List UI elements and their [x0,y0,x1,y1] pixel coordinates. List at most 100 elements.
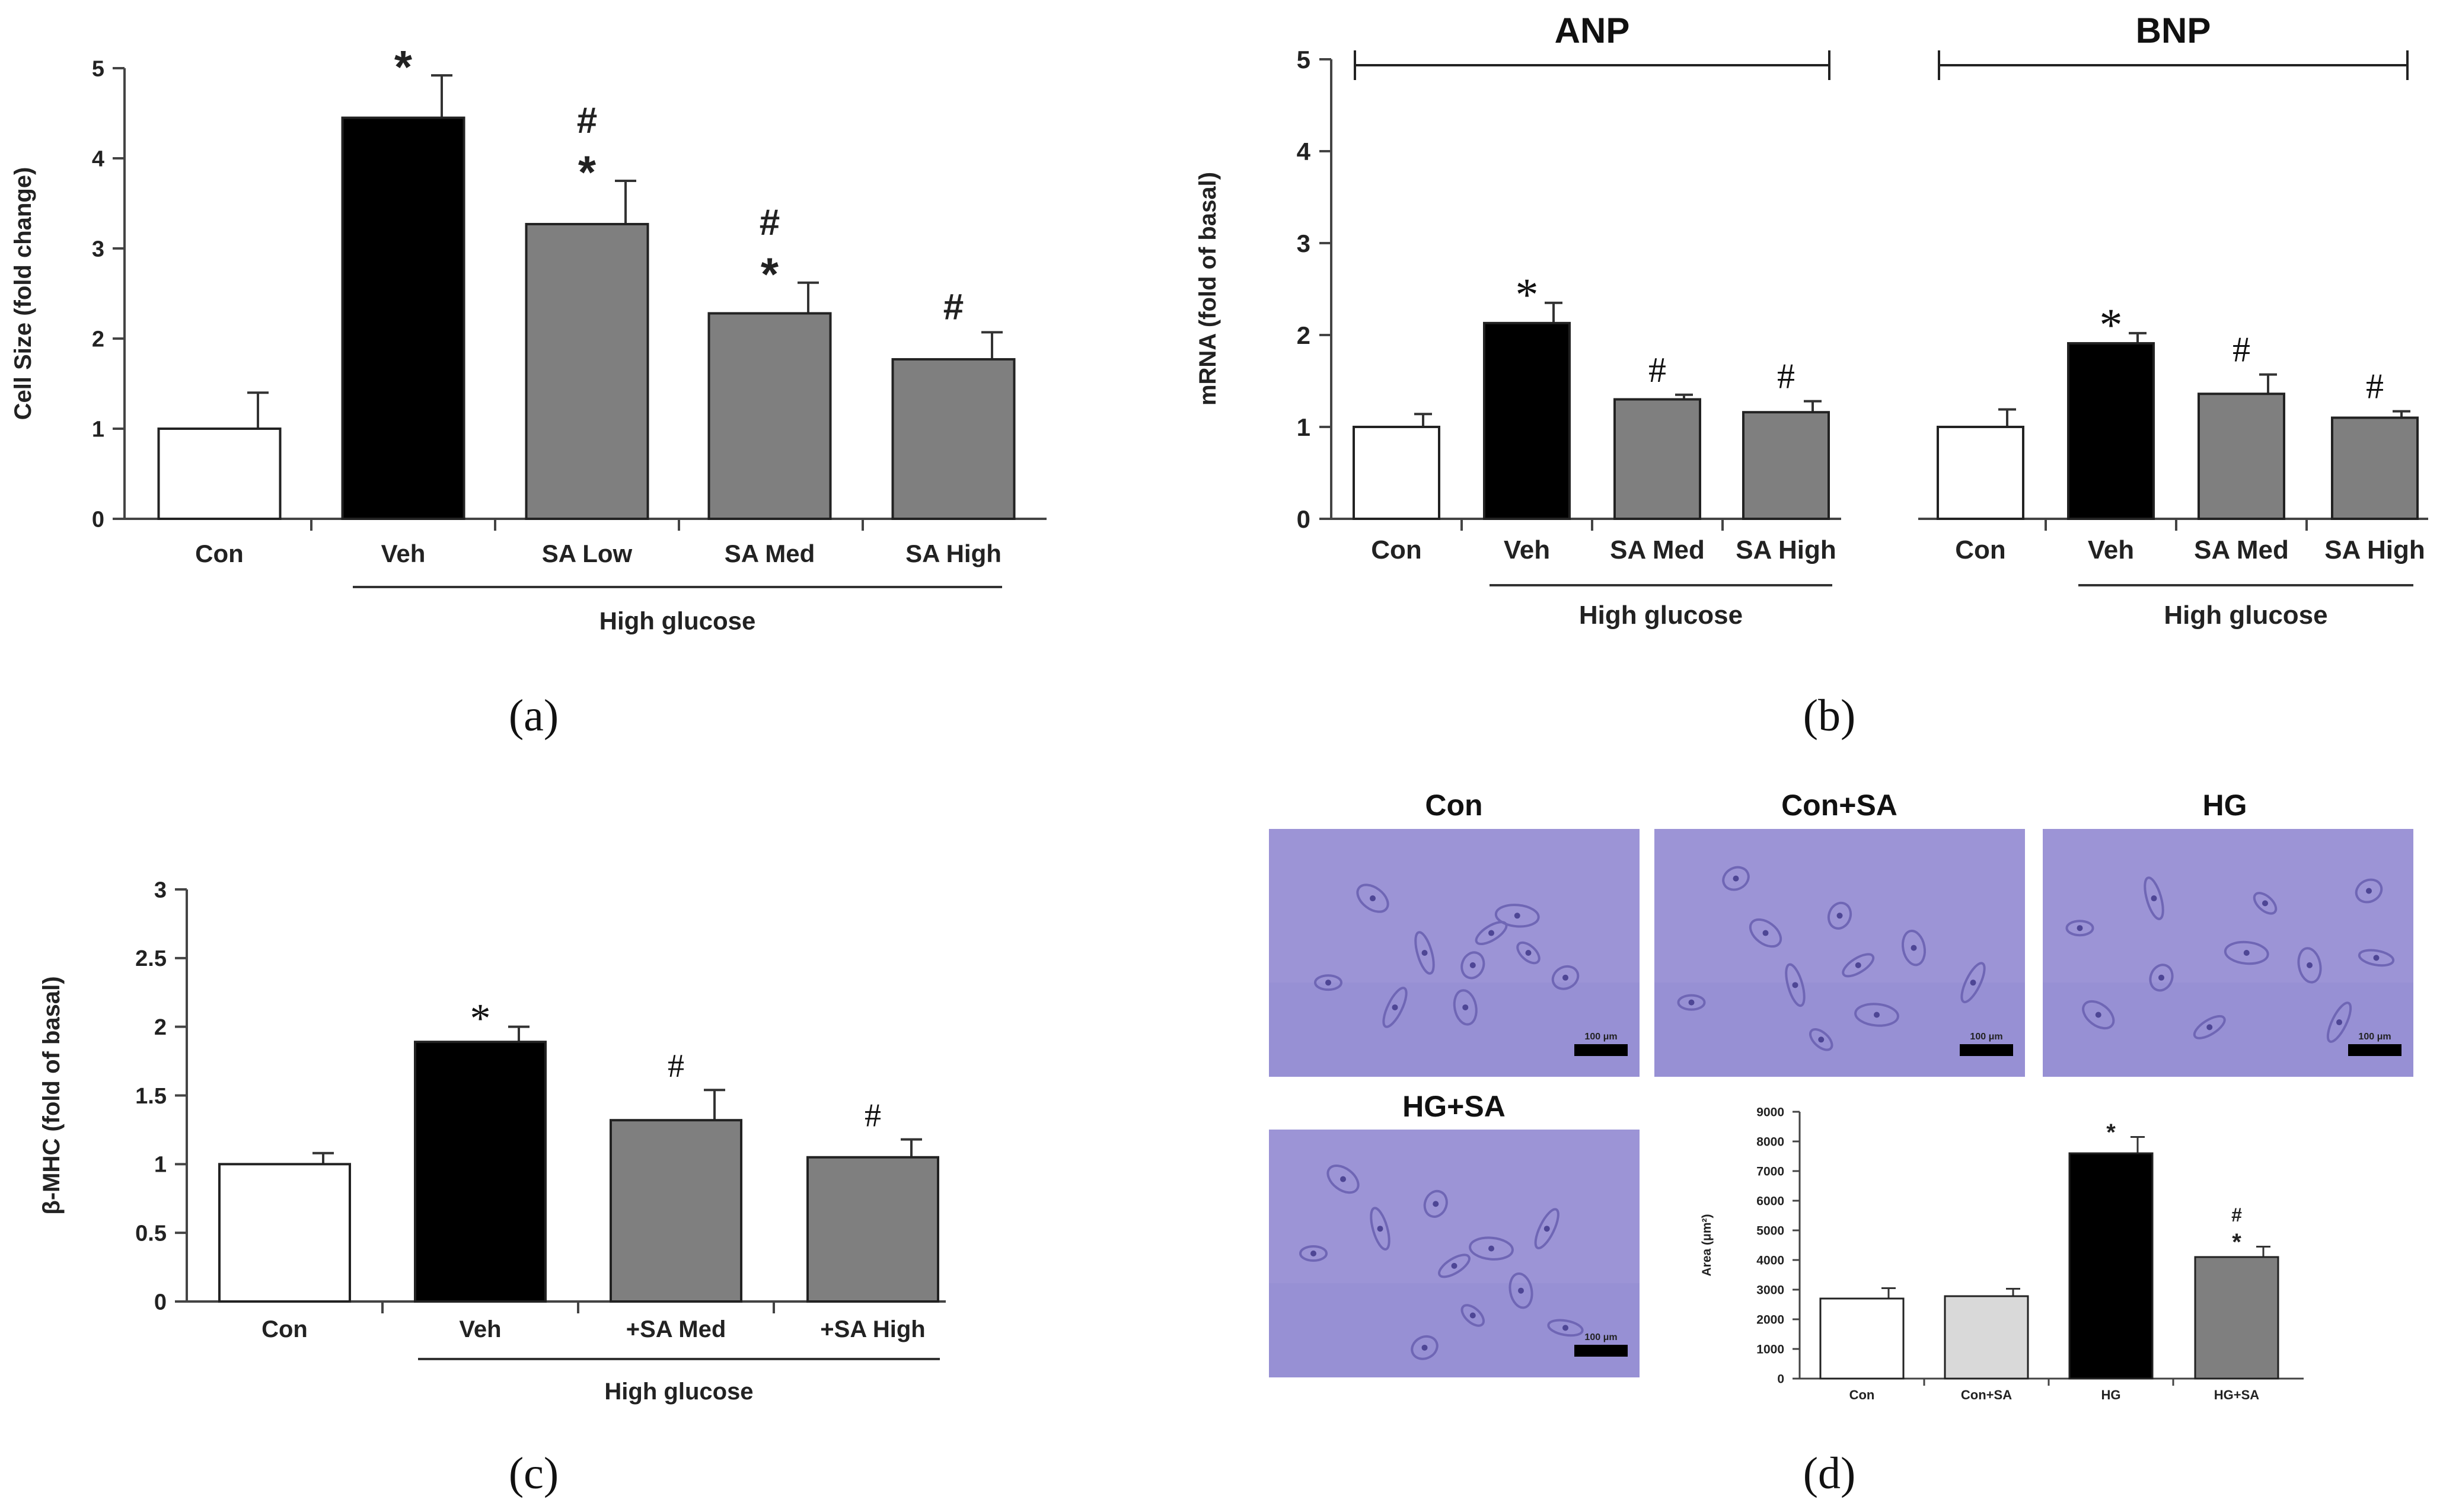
cell-outline [1326,1164,1360,1194]
group-label: High glucose [599,607,756,634]
bar [2068,1152,2154,1380]
scale-bar-label: 100 μm [1584,1332,1617,1342]
bar [157,428,282,520]
cell-outline [1677,994,1706,1011]
scale-bar [1960,1044,2013,1056]
bar [2331,416,2419,520]
y-tick-label: 4 [1297,138,1311,165]
y-axis-label: β-MHC (fold of basal) [39,976,65,1214]
scale-bar [1574,1044,1628,1056]
x-tick-label: +SA Med [626,1316,726,1342]
x-tick-label: Veh [459,1316,501,1342]
cell-outline [1854,1003,1899,1027]
significance-hash: # [2366,367,2384,406]
cell-outline [2144,876,2164,920]
y-tick-label: 0 [1777,1372,1784,1386]
y-tick-label: 3 [154,878,167,902]
cell-nucleus [2077,925,2083,932]
cell-nucleus [1421,1344,1428,1351]
cell-outline [2193,1015,2226,1039]
cell-outline [1534,1208,1559,1249]
micrograph-shade [1654,983,2025,1077]
cell-nucleus [2158,974,2164,981]
cell-outline [1785,963,1806,1007]
scale-bar-label: 100 μm [1970,1032,2002,1042]
micrograph-shade [2043,983,2413,1077]
scale-bar [2348,1044,2401,1056]
cell-outline [2297,947,2322,984]
cell-nucleus [2151,895,2157,902]
y-tick-label: 2 [1297,321,1310,349]
cell-outline [2224,940,2269,965]
significance-star: * [761,249,779,300]
bar [218,1163,351,1303]
cell-outline [1547,1319,1584,1337]
y-tick-label: 0 [154,1290,167,1315]
y-tick-label: 5 [92,56,104,81]
chart-a: 0 1 2 3 4 5 Cell Size (fold change) Con * Veh * # SA… [10,42,1047,634]
scale-bar [1574,1345,1628,1357]
significance-hash: # [865,1098,881,1134]
x-tick-label: Con [1849,1387,1875,1402]
significance-hash: # [1648,350,1666,390]
cell-outline [1508,1272,1533,1309]
cell-nucleus [2373,955,2380,961]
cell-outline [1370,1207,1390,1251]
y-tick-label: 1000 [1756,1342,1784,1356]
cell-outline [1356,883,1389,913]
y-tick-label: 7000 [1756,1165,1784,1178]
cell-nucleus [1525,950,1532,956]
significance-hash: # [2231,1204,2242,1226]
cell-nucleus [1543,1226,1550,1232]
y-axis-label: Area (μm²) [1700,1214,1714,1276]
significance-star: * [578,147,597,198]
x-tick-label: Veh [2088,535,2134,564]
y-tick-label: 1 [154,1153,167,1178]
y-tick-label: 6000 [1756,1194,1784,1208]
cell-outline [1411,1335,1439,1360]
cell-nucleus [2307,962,2313,968]
cell-outline [1960,962,1986,1003]
bar [2067,342,2155,520]
cell-outline [1749,918,1782,948]
x-tick-label: SA High [1736,535,1836,564]
panel-label-c: (c) [509,1449,559,1498]
cell-nucleus [1688,999,1695,1006]
y-tick-label: 3000 [1756,1283,1784,1297]
significance-star: * [2106,1119,2116,1146]
significance-hash: # [1777,357,1795,396]
cell-nucleus [1562,1325,1568,1331]
cell-nucleus [1488,930,1494,936]
cell-outline [1423,1189,1448,1218]
cell-outline [1469,1236,1514,1261]
x-tick-label: Con [195,540,244,567]
cell-nucleus [1392,1004,1398,1010]
cell-nucleus [1836,913,1843,919]
y-axis-label: Cell Size (fold change) [10,167,36,420]
cell-outline [2326,1001,2352,1043]
bar [1742,411,1830,521]
group-label: High glucose [604,1379,753,1405]
cell-nucleus [1855,962,1861,968]
cell-outline [1314,974,1342,991]
cell-nucleus [1370,895,1376,902]
significance-star: * [394,42,413,92]
y-tick-label: 1 [1297,413,1310,441]
significance-hash: # [577,100,597,141]
cell-outline [1460,951,1485,980]
cell-nucleus [1970,980,1976,986]
cell-nucleus [1340,1176,1346,1182]
significance-hash: # [760,202,780,243]
panel-label-b: (b) [1803,691,1856,741]
x-tick-label: SA High [2324,535,2425,564]
cell-outline [2149,964,2174,992]
y-tick-label: 9000 [1756,1105,1784,1119]
cell-outline [2082,1000,2115,1030]
cell-nucleus [1733,875,1739,882]
cell-nucleus [1818,1036,1825,1043]
chart-d: 0 1000 2000 3000 4000 5000 6000 7000 8000 9000 Are… [1700,1105,2304,1402]
y-tick-label: 5000 [1756,1224,1784,1237]
y-tick-label: 0 [92,507,104,532]
y-axis-label: mRNA (fold of basal) [1195,172,1221,406]
cell-nucleus [2243,950,2250,956]
